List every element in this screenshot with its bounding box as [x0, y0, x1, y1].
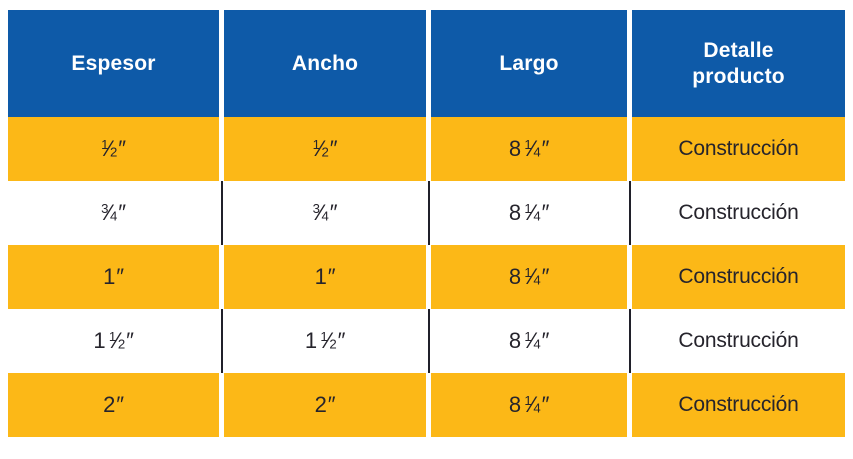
table-cell-ancho: 1 1⁄2″: [224, 309, 430, 373]
table-row: 1 1⁄2″ 1 1⁄2″ 8 1⁄4″ Construcción: [8, 309, 845, 373]
measurement-value: 1⁄2″: [101, 136, 126, 161]
table-cell-espesor: 3⁄4″: [8, 181, 223, 245]
measurement-value: 8 1⁄4″: [508, 200, 550, 225]
measurement-value: 1″: [103, 264, 124, 289]
measurement-value: 3⁄4″: [101, 200, 126, 225]
column-header: Largo: [431, 10, 627, 117]
detalle-label: Construcción: [678, 393, 799, 416]
table-cell-largo: 8 1⁄4″: [431, 117, 627, 181]
measurement-value: 2″: [314, 392, 336, 417]
table-body: 1⁄2″ 1⁄2″ 8 1⁄4″ Construcción 3⁄4″ 3⁄4″ 8 1⁄4″ Co…: [8, 117, 845, 437]
measurement-value: 1 1⁄2″: [304, 328, 346, 353]
table-cell-espesor: 1″: [8, 245, 219, 309]
table-cell-espesor: 2″: [8, 373, 219, 437]
table-cell-detalle: Construcción: [632, 181, 845, 245]
table-cell-largo: 8 1⁄4″: [431, 245, 627, 309]
table-cell-espesor: 1 1⁄2″: [8, 309, 223, 373]
table-cell-espesor: 1⁄2″: [8, 117, 219, 181]
measurement-value: 8 1⁄4″: [508, 328, 550, 353]
table-row: 2″ 2″ 8 1⁄4″ Construcción: [8, 373, 845, 437]
table-cell-detalle: Construcción: [632, 117, 845, 181]
table-cell-largo: 8 1⁄4″: [431, 373, 627, 437]
table-cell-detalle: Construcción: [632, 373, 845, 437]
table-cell-detalle: Construcción: [632, 309, 845, 373]
measurement-value: 8 1⁄4″: [508, 136, 550, 161]
measurement-value: 3⁄4″: [312, 200, 338, 225]
column-header: Espesor: [8, 10, 219, 117]
table-cell-ancho: 1⁄2″: [224, 117, 426, 181]
detalle-label: Construcción: [678, 137, 799, 160]
table-cell-ancho: 1″: [224, 245, 426, 309]
measurement-value: 8 1⁄4″: [508, 392, 550, 417]
table-header-row: Espesor Ancho Largo Detalle producto: [8, 10, 845, 117]
measurement-value: 1″: [314, 264, 336, 289]
measurement-value: 2″: [103, 392, 124, 417]
table-row: 3⁄4″ 3⁄4″ 8 1⁄4″ Construcción: [8, 181, 845, 245]
measurement-value: 1 1⁄2″: [93, 328, 134, 353]
measurement-value: 1⁄2″: [312, 136, 338, 161]
measurement-value: 8 1⁄4″: [508, 264, 550, 289]
table-row: 1⁄2″ 1⁄2″ 8 1⁄4″ Construcción: [8, 117, 845, 181]
table-cell-largo: 8 1⁄4″: [431, 181, 631, 245]
table-cell-ancho: 2″: [224, 373, 426, 437]
table-cell-detalle: Construcción: [632, 245, 845, 309]
column-header: Detalle producto: [632, 10, 845, 117]
table-cell-ancho: 3⁄4″: [224, 181, 430, 245]
column-header: Ancho: [224, 10, 426, 117]
detalle-label: Construcción: [678, 265, 799, 288]
product-spec-table: Espesor Ancho Largo Detalle producto 1⁄2″ 1⁄…: [8, 10, 845, 437]
table-row: 1″ 1″ 8 1⁄4″ Construcción: [8, 245, 845, 309]
detalle-label: Construcción: [678, 201, 799, 224]
detalle-label: Construcción: [678, 329, 799, 352]
table-cell-largo: 8 1⁄4″: [431, 309, 631, 373]
